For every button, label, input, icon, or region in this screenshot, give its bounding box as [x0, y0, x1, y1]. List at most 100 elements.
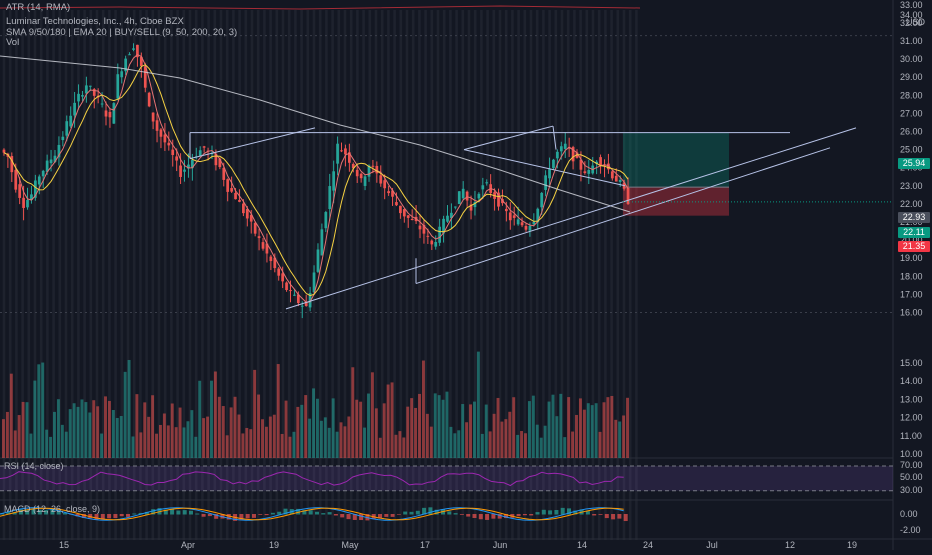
- volume-bar: [374, 408, 378, 458]
- volume-bar: [9, 373, 13, 458]
- candle-body: [53, 155, 57, 162]
- volume-bar: [406, 406, 410, 458]
- candle-body: [293, 294, 296, 296]
- volume-bar: [264, 426, 268, 458]
- volume-bar: [398, 431, 402, 458]
- macd-bar: [522, 514, 527, 516]
- candle-body: [116, 74, 120, 99]
- volume-bar: [578, 398, 582, 458]
- volume-bar: [268, 416, 272, 458]
- candle-body: [426, 235, 430, 237]
- candle-body: [234, 192, 237, 200]
- candle-body: [265, 243, 269, 254]
- volume-bar: [107, 400, 111, 458]
- macd-tick: -2.00: [900, 525, 921, 535]
- take-profit-zone: [623, 132, 729, 188]
- volume-bar: [151, 395, 155, 458]
- candle-body: [249, 214, 253, 222]
- volume-bar: [139, 432, 143, 458]
- candle-body: [524, 225, 528, 230]
- candle-body: [226, 179, 230, 192]
- price-tick: 11.00: [900, 431, 922, 441]
- volume-bar: [194, 436, 198, 458]
- candle-body: [583, 171, 587, 174]
- trendline-tick: [552, 126, 557, 150]
- candle-body: [505, 208, 508, 212]
- volume-bar: [233, 396, 237, 458]
- volume-bar: [414, 407, 418, 458]
- macd-pane-label[interactable]: MACD (12, 26, close, 9): [4, 504, 101, 514]
- volume-legend[interactable]: Vol: [6, 37, 20, 48]
- rsi-pane-label[interactable]: RSI (14, close): [4, 461, 64, 471]
- macd-bar: [497, 514, 502, 519]
- volume-bar: [104, 396, 107, 458]
- volume-bar: [308, 418, 312, 458]
- volume-bar: [49, 436, 53, 458]
- volume-bar: [190, 410, 194, 458]
- indicators-legend[interactable]: SMA 9/50/180 | EMA 20 | BUY/SELL (9, 50,…: [6, 27, 238, 38]
- symbol-title[interactable]: Luminar Technologies, Inc., 4h, Cboe BZX: [6, 16, 184, 27]
- macd-bar: [12, 512, 17, 515]
- candle-body: [281, 273, 284, 282]
- candle-body: [179, 165, 182, 177]
- candles: [2, 43, 630, 319]
- time-label: 17: [420, 540, 430, 550]
- candle-body: [340, 150, 343, 152]
- time-label: Apr: [181, 540, 195, 550]
- candle-body: [304, 301, 308, 307]
- volume-bar: [45, 429, 49, 458]
- macd-bar: [56, 511, 61, 515]
- volume-bar: [449, 426, 453, 458]
- volume-bar: [2, 419, 5, 458]
- volume-bar: [390, 382, 394, 458]
- macd-bar: [75, 514, 80, 517]
- price-tick: 17.00: [900, 289, 923, 299]
- candle-body: [559, 146, 563, 152]
- volume-bar: [127, 359, 131, 458]
- candle-body: [120, 71, 124, 78]
- volume-bar: [437, 395, 441, 458]
- volume-bar: [539, 437, 543, 458]
- atr-indicator-label[interactable]: ATR (14, RMA): [6, 2, 71, 13]
- volume-bar: [92, 400, 96, 458]
- volume-bar: [516, 434, 520, 458]
- macd-bar: [170, 509, 175, 515]
- candle-body: [202, 146, 206, 148]
- volume-bar: [33, 380, 37, 458]
- candle-body: [477, 193, 481, 199]
- candle-body: [183, 169, 186, 172]
- volume-bar: [296, 406, 300, 458]
- macd-bar: [107, 514, 112, 519]
- price-tick: 13.00: [900, 394, 923, 404]
- volume-bar: [410, 398, 414, 458]
- volume-bar: [123, 371, 127, 458]
- volume-bar: [245, 427, 249, 458]
- candle-body: [143, 66, 147, 88]
- volume-bar: [524, 433, 527, 458]
- macd-bar: [434, 509, 439, 515]
- volume-bar: [316, 398, 319, 458]
- candle-body: [599, 157, 602, 166]
- volume-bar: [162, 413, 166, 458]
- macd-bar: [346, 514, 351, 520]
- candle-body: [69, 115, 73, 127]
- candle-body: [379, 175, 383, 184]
- volume-bar: [347, 416, 351, 458]
- candle-body: [544, 175, 547, 190]
- time-label: May: [341, 540, 359, 550]
- volume-bar: [170, 403, 174, 458]
- volume-bar: [555, 416, 559, 458]
- volume-bar: [441, 399, 445, 458]
- macd-bar: [585, 511, 590, 515]
- candle-body: [548, 169, 551, 179]
- candle-body: [10, 156, 14, 173]
- volume-bar: [41, 362, 45, 458]
- macd-bar: [18, 509, 23, 515]
- volume-bar: [166, 425, 170, 458]
- candle-body: [536, 208, 540, 223]
- volume-bar: [425, 413, 429, 458]
- volume-bar: [610, 395, 614, 458]
- candle-body: [163, 134, 167, 143]
